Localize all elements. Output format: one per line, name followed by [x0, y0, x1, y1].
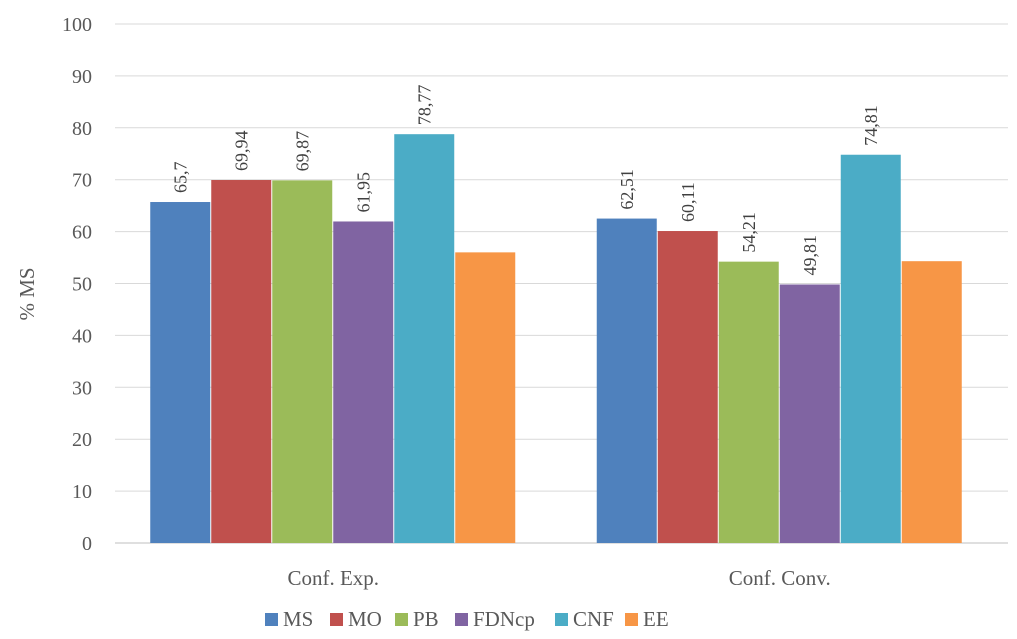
x-category-label: Conf. Exp.	[287, 566, 379, 590]
y-tick-label: 40	[72, 325, 92, 347]
legend-label: MO	[348, 607, 382, 631]
bar-ee-0	[455, 252, 516, 544]
data-label: 69,94	[232, 131, 252, 172]
legend-swatch-ee	[625, 613, 638, 626]
data-labels: 65,7 69,94 69,87 61,95 78,77 62,51 60,11 54,21 4…	[171, 85, 882, 276]
legend-swatch-fdncp	[455, 613, 468, 626]
bar-fdncp-0	[333, 221, 394, 544]
bars	[150, 134, 962, 544]
data-label: 60,11	[678, 182, 698, 222]
bar-cnf-1	[840, 154, 901, 544]
y-tick-label: 50	[72, 274, 92, 296]
data-label: 61,95	[354, 172, 374, 213]
legend-swatch-ms	[265, 613, 278, 626]
data-label: 74,81	[861, 105, 881, 146]
data-label: 62,51	[617, 169, 637, 210]
data-label: 78,77	[415, 85, 435, 126]
data-label: 69,87	[293, 131, 313, 172]
legend-swatch-cnf	[555, 613, 568, 626]
bar-ms-1	[596, 218, 657, 543]
y-tick-label: 60	[72, 222, 92, 244]
y-tick-label: 80	[72, 118, 92, 140]
legend-label: PB	[413, 607, 439, 631]
y-tick-label: 70	[72, 170, 92, 192]
legend-label: EE	[643, 607, 669, 631]
legend-label: CNF	[573, 607, 614, 631]
y-tick-label: 0	[82, 533, 92, 555]
bar-pb-0	[272, 180, 333, 543]
x-category-label: Conf. Conv.	[729, 566, 831, 590]
y-tick-label: 90	[72, 66, 92, 88]
y-tick-label: 30	[72, 377, 92, 399]
y-tick-label: 100	[62, 14, 92, 36]
bar-mo-0	[211, 180, 272, 543]
legend-label: FDNcp	[473, 607, 535, 631]
legend-label: MS	[283, 607, 313, 631]
data-label: 49,81	[800, 235, 820, 276]
y-tick-label: 10	[72, 481, 92, 503]
y-axis-label: % MS	[15, 267, 39, 320]
y-tick-label: 20	[72, 429, 92, 451]
data-label: 65,7	[171, 162, 191, 194]
x-axis-categories: Conf. Exp. Conf. Conv.	[287, 566, 830, 590]
y-axis-ticks: 0 10 20 30 40 50 60 70 80 90 100	[62, 14, 92, 555]
bar-pb-1	[718, 261, 779, 543]
bar-cnf-0	[394, 134, 455, 543]
data-label: 54,21	[739, 212, 759, 253]
bar-fdncp-1	[779, 284, 840, 543]
bar-mo-1	[657, 231, 718, 543]
bar-ms-0	[150, 202, 211, 543]
legend: MS MO PB FDNcp CNF EE	[265, 607, 669, 631]
legend-swatch-mo	[330, 613, 343, 626]
legend-swatch-pb	[395, 613, 408, 626]
bar-ee-1	[901, 261, 962, 543]
